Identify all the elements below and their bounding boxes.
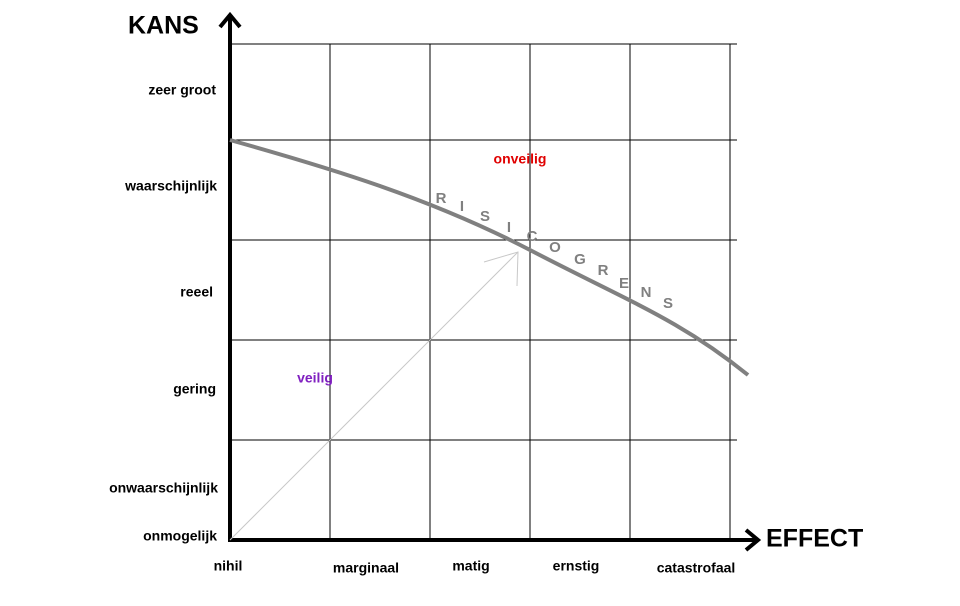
y-level-label: reeel — [180, 284, 213, 300]
safe-arrow — [229, 251, 519, 541]
risk-curve — [229, 138, 750, 377]
curve-letter: R — [598, 262, 609, 279]
y-level-label: onmogelijk — [143, 528, 217, 544]
grid — [230, 43, 737, 540]
curve-letter: O — [549, 239, 561, 256]
curve-letter: S — [480, 208, 490, 225]
curve-letter: I — [460, 198, 464, 215]
x-level-label: marginaal — [333, 560, 399, 576]
curve-letter: G — [574, 251, 586, 268]
curve-letter: S — [663, 295, 673, 312]
y-level-label: zeer groot — [148, 82, 216, 98]
y-level-label: onwaarschijnlijk — [109, 480, 218, 496]
x-level-label: nihil — [214, 558, 243, 574]
x-level-label: matig — [452, 558, 489, 574]
arrow-head — [483, 251, 519, 287]
curve-letter: C — [527, 228, 538, 245]
curve-letter: E — [619, 275, 629, 292]
x-level-label: ernstig — [553, 558, 600, 574]
x-level-label: catastrofaal — [657, 560, 736, 576]
y-level-label: waarschijnlijk — [124, 178, 217, 194]
safe-label: veilig — [297, 370, 333, 386]
y-title: KANS — [128, 12, 199, 40]
unsafe-label: onveilig — [494, 151, 547, 167]
curve-letter: I — [507, 219, 511, 236]
axes — [218, 11, 762, 552]
y-arrow — [218, 11, 242, 29]
curve-letter: N — [641, 284, 652, 301]
arrow-line — [229, 251, 519, 541]
curve-letter: R — [436, 190, 447, 207]
x-arrow — [744, 528, 762, 552]
x-title: EFFECT — [766, 525, 863, 553]
y-level-label: gering — [173, 381, 216, 397]
